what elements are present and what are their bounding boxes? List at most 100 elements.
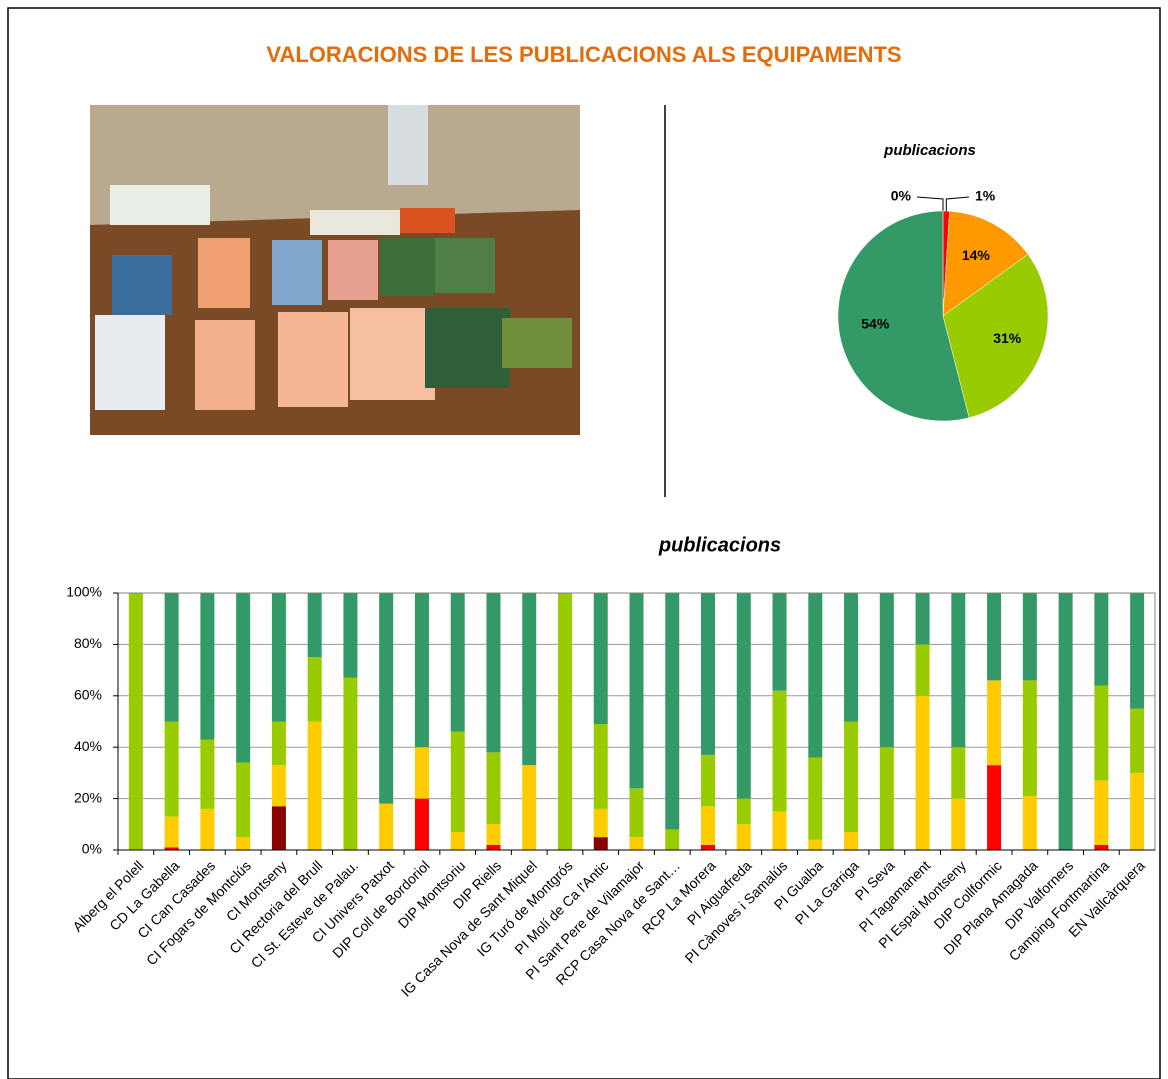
y-tick-label: 0% [82, 841, 102, 857]
bar-segment [200, 593, 215, 740]
bar-segment [450, 593, 465, 732]
bar-segment [271, 806, 286, 850]
y-tick-label: 60% [74, 687, 102, 703]
bar-segment [1094, 844, 1109, 850]
bar-segment [164, 721, 179, 817]
bar-segment [414, 798, 429, 850]
bar-segment [915, 593, 930, 645]
leader-line [945, 196, 970, 212]
y-tick-label: 40% [74, 738, 102, 754]
bar-segment [736, 593, 751, 799]
bar-segment [808, 593, 823, 758]
bar-segment [772, 690, 787, 812]
chart-title: publicacions [658, 534, 781, 556]
bar-segment [915, 644, 930, 696]
leader-line [916, 196, 944, 211]
bar-segment [701, 593, 716, 755]
bar-segment [236, 762, 251, 838]
bar-segment [879, 593, 894, 748]
bar-segment [271, 593, 286, 722]
bar-segment [1022, 680, 1037, 797]
bar-segment [808, 839, 823, 850]
bar-segment [844, 593, 859, 722]
bar-segment [557, 593, 572, 850]
bar-segment [665, 829, 680, 850]
pie-label: 31% [993, 330, 1022, 346]
bar-segment [522, 765, 537, 850]
pie-label: 0% [891, 188, 912, 204]
bar-segment [307, 657, 322, 722]
bar-segment [987, 680, 1002, 766]
bar-segment [164, 816, 179, 848]
bar-segment [593, 837, 608, 850]
bar-segment [450, 731, 465, 833]
bar-segment [701, 844, 716, 850]
bar-segment [379, 593, 394, 804]
bar-segment [164, 593, 179, 722]
bar-segment [1022, 796, 1037, 850]
bar-segment [1058, 593, 1073, 850]
bar-segment [1022, 593, 1037, 681]
bar-segment [271, 721, 286, 766]
y-tick-label: 100% [66, 584, 102, 600]
photo [90, 105, 580, 435]
bar-segment [1094, 685, 1109, 781]
bar-segment [951, 593, 966, 748]
bar-segment [879, 747, 894, 850]
bar-segment [772, 811, 787, 850]
bar-segment [665, 593, 680, 830]
bar-segment [128, 593, 143, 850]
bar-segment [736, 824, 751, 850]
bar-segment [486, 844, 501, 850]
pie-title: publicacions [883, 142, 976, 159]
pie-label: 14% [962, 247, 991, 263]
bar-segment [1094, 780, 1109, 845]
bar-segment [414, 593, 429, 748]
bar-segment [200, 739, 215, 809]
bar-segment [307, 593, 322, 658]
bar-segment [450, 832, 465, 850]
bar-segment [1130, 772, 1145, 850]
bar-segment [593, 724, 608, 809]
bar-segment [343, 677, 358, 850]
bar-segment [1130, 708, 1145, 773]
bar-segment [808, 757, 823, 840]
bar-segment [486, 593, 501, 753]
bar-segment [522, 593, 537, 766]
pie-label: 1% [975, 188, 996, 204]
bar-segment [844, 832, 859, 850]
y-tick-label: 80% [74, 635, 102, 651]
bar-segment [164, 847, 179, 850]
bar-segment [915, 695, 930, 850]
bar-segment [271, 765, 286, 807]
bar-segment [486, 752, 501, 825]
bar-segment [987, 765, 1002, 850]
bar-segment [343, 593, 358, 678]
pie-slice [837, 210, 970, 422]
page-title: VALORACIONS DE LES PUBLICACIONS ALS EQUI… [266, 42, 901, 67]
bar-segment [736, 798, 751, 825]
bar-segment [701, 754, 716, 807]
bar-segment [701, 806, 716, 845]
bar-segment [629, 837, 644, 850]
bar-segment [629, 788, 644, 838]
bar-segment [987, 593, 1002, 681]
bar-segment [379, 803, 394, 850]
bar-segment [1130, 593, 1145, 709]
bar-segment [414, 747, 429, 799]
bar-segment [951, 798, 966, 850]
bar-segment [307, 721, 322, 850]
pie-slice [942, 210, 1029, 317]
bar-segment [486, 824, 501, 845]
pie-slice [942, 253, 1049, 419]
bar-segment [629, 593, 644, 789]
bar-segment [236, 837, 251, 850]
bar-segment [593, 593, 608, 725]
bar-segment [593, 808, 608, 838]
pie-label: 54% [861, 315, 890, 331]
bar-segment [1094, 593, 1109, 686]
bar-segment [200, 808, 215, 850]
bar-segment [772, 593, 787, 691]
bar-segment [236, 593, 251, 763]
